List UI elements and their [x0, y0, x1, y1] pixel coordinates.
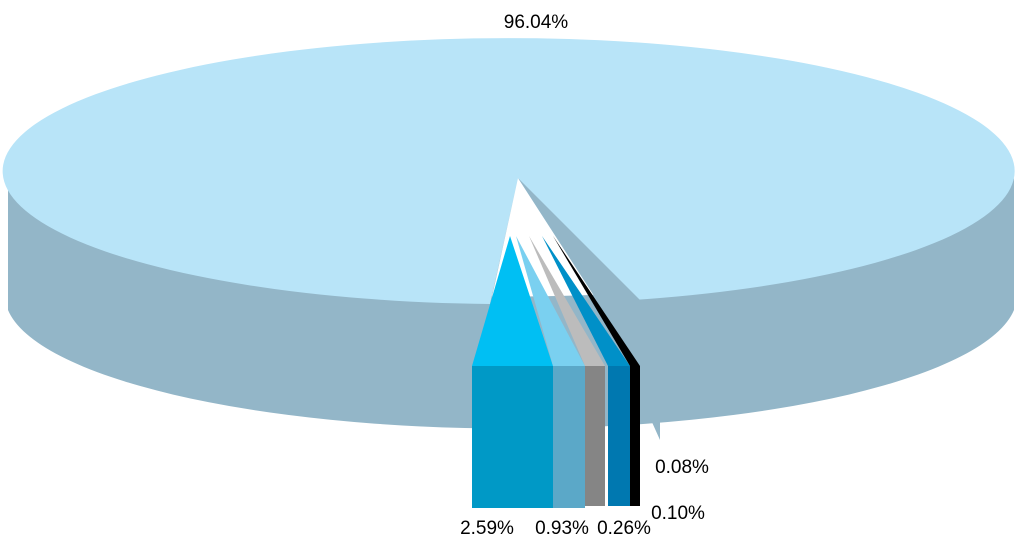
- pie-slice-0-93-top: [516, 236, 585, 366]
- pie-slice-2-59-front: [472, 366, 553, 508]
- data-label-0-08: 0.08%: [655, 457, 709, 478]
- data-label-0-93: 0.93%: [535, 518, 589, 539]
- pie-slice-0-08-front: [630, 366, 640, 506]
- pie-slice-2-59-top: [472, 236, 553, 366]
- pie-slice-2-59: [472, 236, 553, 508]
- pie-slice-0-08: [553, 236, 640, 506]
- pie-slice-0-26-top: [529, 236, 605, 366]
- pie-slice-0-10-front: [608, 366, 630, 506]
- pie-slice-96-04-top: [2, 38, 1015, 304]
- data-label-96-04: 96.04%: [504, 12, 569, 33]
- pie-slice-0-10: [542, 236, 630, 506]
- pie-slice-0-93: [516, 236, 585, 508]
- pie-slice-0-26: [529, 236, 605, 506]
- data-label-0-10: 0.10%: [651, 503, 705, 524]
- data-label-2-59: 2.59%: [460, 518, 514, 539]
- pie-slice-96-04-cut-right: [518, 178, 660, 440]
- data-label-0-26: 0.26%: [597, 518, 651, 539]
- pie-slice-0-26-front: [585, 366, 605, 506]
- pie-slice-0-08-top: [553, 236, 640, 366]
- pie-slice-0-10-top: [542, 236, 630, 366]
- pie-slice-0-93-front: [553, 366, 585, 508]
